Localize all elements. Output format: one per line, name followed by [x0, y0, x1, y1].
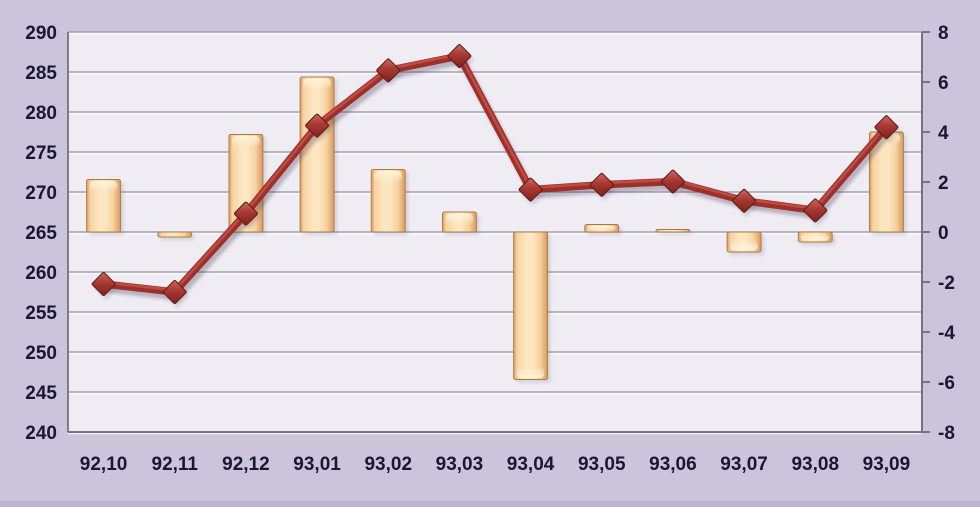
bar [86, 179, 122, 233]
right-axis-label: 8 [938, 23, 949, 44]
bar-cap-highlight [801, 233, 830, 241]
bar [157, 231, 193, 238]
line-markers [91, 44, 901, 309]
bar-cap-highlight [730, 239, 759, 251]
right-axis-label: 0 [938, 223, 949, 244]
x-axis-label: 93,09 [863, 454, 911, 475]
left-axis-label: 240 [25, 423, 57, 444]
x-axis-label: 93,08 [791, 454, 839, 475]
left-axis-label: 270 [25, 183, 57, 204]
bar [655, 229, 691, 233]
x-axis-label: 92,10 [80, 454, 128, 475]
left-axis-label: 280 [25, 103, 57, 124]
bar-shadow [160, 235, 195, 240]
x-axis-label: 92,12 [222, 454, 270, 475]
right-axis-label: -6 [938, 373, 955, 394]
bar-cap-highlight [374, 171, 403, 182]
x-axis-label: 93,01 [293, 454, 341, 475]
line-marker [234, 201, 258, 226]
left-axis-label: 290 [25, 23, 57, 44]
bar-cap-highlight [303, 78, 332, 90]
line-marker [803, 198, 828, 223]
gridlines [68, 31, 922, 435]
right-axis-label: -8 [938, 423, 955, 444]
bar-cap-highlight [445, 213, 474, 225]
right-axis-label: -2 [938, 273, 955, 294]
bar-cap-highlight [516, 367, 545, 378]
line-marker [91, 272, 116, 296]
bar [513, 231, 549, 380]
bar [370, 169, 406, 233]
line-marker [732, 188, 756, 213]
left-axis-label: 265 [25, 223, 57, 244]
left-axis-label: 255 [25, 303, 57, 324]
left-axis-label: 260 [25, 263, 57, 284]
right-axis-label: 6 [938, 73, 949, 94]
x-axis-label: 93,07 [720, 454, 768, 475]
right-axis-label: -4 [938, 323, 955, 344]
bar-cap-highlight [231, 136, 260, 147]
bar-cap-highlight [587, 226, 616, 231]
line-marker [874, 115, 899, 140]
right-axis-label: 2 [938, 173, 949, 194]
x-axis-label: 92,11 [152, 454, 199, 475]
line-marker [661, 169, 685, 194]
x-axis-label: 93,03 [436, 454, 484, 475]
line-marker [447, 44, 472, 68]
line-marker [162, 280, 187, 304]
right-axis-label: 4 [938, 123, 949, 144]
bar-shadow [658, 232, 693, 235]
figure-bottom-edge [0, 501, 980, 507]
x-axis-label: 93,06 [649, 454, 697, 475]
left-axis-label: 285 [25, 63, 57, 84]
line-marker [376, 58, 401, 83]
left-axis-label: 245 [25, 383, 57, 404]
line-marker [589, 172, 614, 197]
bar-cap-highlight [89, 181, 118, 192]
left-axis-label: 250 [25, 343, 57, 364]
x-axis-label: 93,05 [578, 454, 626, 475]
left-axis-label: 275 [25, 143, 57, 164]
x-axis-label: 93,02 [364, 454, 412, 475]
line-marker [518, 177, 543, 202]
line-marker [305, 113, 329, 138]
x-axis-label: 93,04 [507, 454, 555, 475]
